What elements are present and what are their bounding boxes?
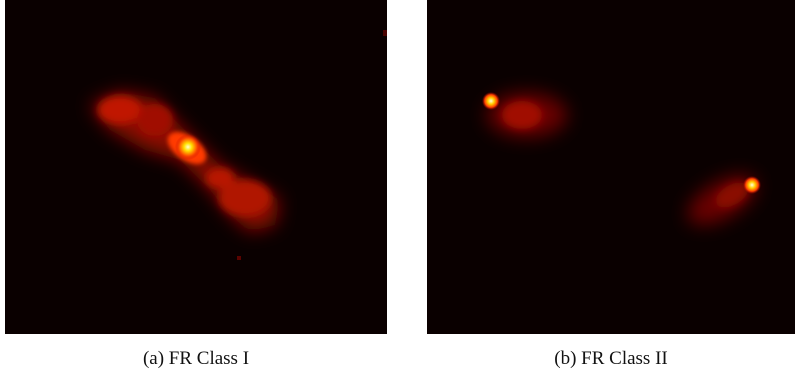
fr-class-i-image bbox=[5, 0, 387, 334]
fr-i-lobe-lower bbox=[206, 168, 271, 216]
fr-class-ii-image bbox=[427, 0, 795, 334]
caption-fr-class-i: (a) FR Class I bbox=[142, 348, 250, 369]
fr-class-i-heatmap bbox=[5, 0, 387, 334]
fr-i-core bbox=[175, 134, 201, 160]
fr-i-lobe-upper bbox=[98, 96, 173, 136]
fr-ii-lobe-right bbox=[715, 182, 749, 208]
fr-ii-lobe-left bbox=[502, 101, 542, 129]
fr-class-ii-heatmap bbox=[427, 0, 795, 334]
fr-ii-hotspot-right bbox=[743, 176, 761, 194]
caption-fr-class-ii: (b) FR Class II bbox=[554, 348, 668, 369]
fr-ii-hotspot-left bbox=[482, 92, 500, 110]
